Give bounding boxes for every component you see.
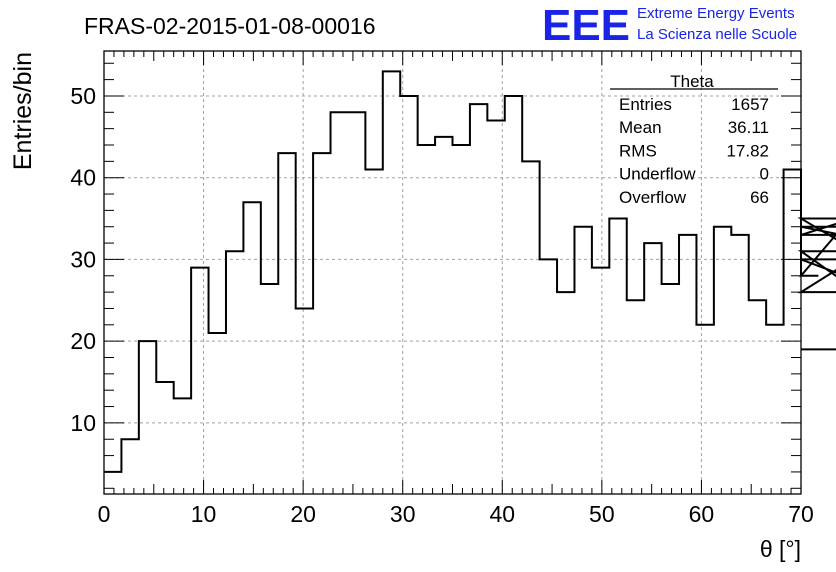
y-axis-label: Entries/bin: [9, 52, 37, 170]
y-tick-label: 50: [70, 83, 96, 109]
stats-label: RMS: [619, 141, 657, 160]
stats-value: 66: [750, 188, 769, 207]
stats-box: Theta Entries 1657 Mean 36.11 RMS 17.82 Underf…: [610, 72, 778, 207]
stats-value: 1657: [731, 95, 769, 114]
stats-label: Mean: [619, 118, 662, 137]
tick-labels: 0 10 20 30 40 50 60 70 10 20 30 40 50: [70, 83, 813, 527]
stats-value: 36.11: [728, 118, 769, 137]
logo-line-1: Extreme Energy Events: [637, 5, 795, 22]
x-tick-label: 50: [589, 501, 615, 527]
stats-value: 0: [760, 165, 769, 184]
stats-label: Entries: [619, 95, 672, 114]
logo-line-2: La Scienza nelle Scuole: [637, 26, 797, 43]
logo-mark: EEE: [542, 1, 630, 50]
chart-title: FRAS-02-2015-01-08-00016: [84, 13, 376, 39]
eee-logo: EEE Extreme Energy Events La Scienza nel…: [542, 1, 797, 50]
axis-ticks: [103, 51, 802, 494]
plot-frame: [103, 50, 802, 495]
y-tick-label: 10: [70, 410, 96, 436]
y-tick-label: 30: [70, 246, 96, 272]
x-tick-label: 0: [98, 501, 111, 527]
stats-label: Underflow: [619, 165, 696, 184]
stats-rows: Entries 1657 Mean 36.11 RMS 17.82 Underflow 0 Ov…: [619, 95, 769, 207]
histogram-outline: [104, 70, 836, 473]
x-axis-label: θ [°]: [760, 536, 801, 562]
x-tick-label: 10: [191, 501, 217, 527]
grid-lines: [104, 51, 801, 494]
x-tick-label: 20: [290, 501, 316, 527]
stats-title: Theta: [670, 72, 714, 91]
x-tick-label: 70: [788, 501, 814, 527]
y-tick-label: 40: [70, 165, 96, 191]
x-tick-label: 30: [390, 501, 416, 527]
x-tick-label: 40: [489, 501, 515, 527]
stats-label: Overflow: [619, 188, 687, 207]
y-tick-label: 20: [70, 328, 96, 354]
stats-value: 17.82: [726, 141, 769, 160]
x-tick-label: 60: [689, 501, 715, 527]
